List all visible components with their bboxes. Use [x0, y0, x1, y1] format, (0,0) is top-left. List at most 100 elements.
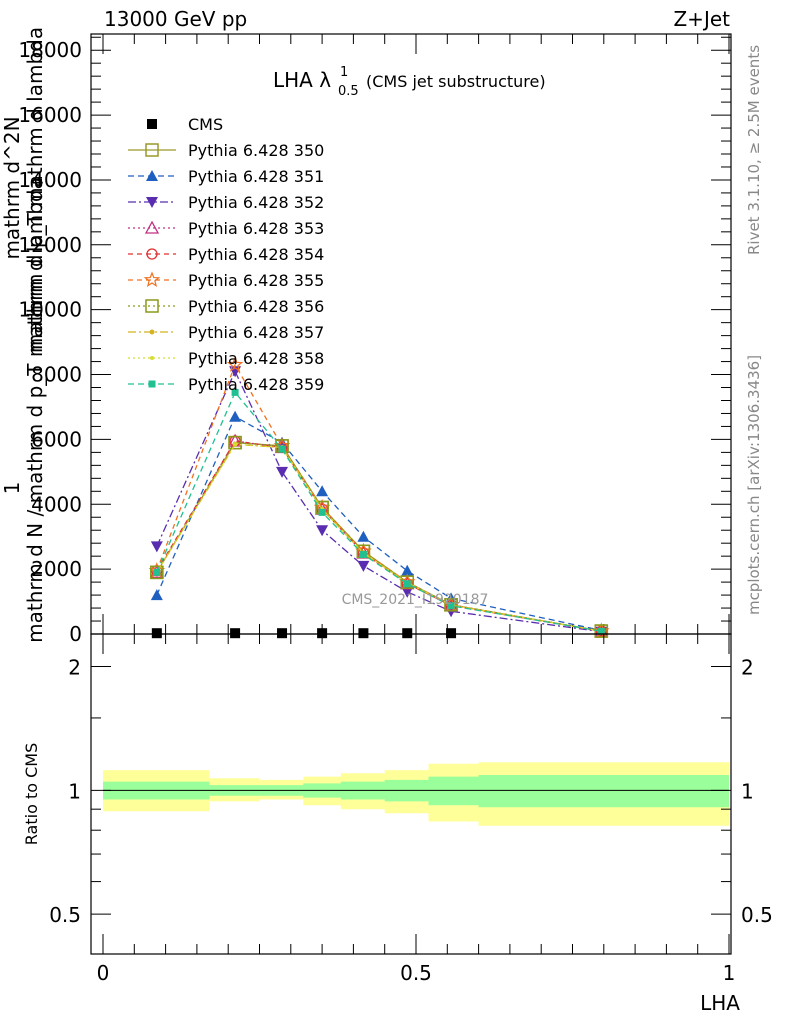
legend-marker-swatch [144, 220, 160, 234]
series-2-point [401, 564, 414, 576]
series-0-point [277, 628, 288, 639]
legend-label: Pythia 6.428 358 [188, 349, 324, 368]
series-2-point [150, 589, 163, 601]
main-y-tick-label: 2000 [31, 557, 82, 581]
header-process-label: Z+Jet [673, 7, 730, 31]
series-9-line [156, 443, 602, 632]
ratio-y-tick-label-right: 0.5 [741, 903, 773, 927]
series-10-point [153, 568, 161, 576]
series-10-point [318, 508, 326, 516]
main-axis-ticks: 0 2000 4000 6000 8000 10000 12000 14000 16000 180… [18, 34, 731, 646]
main-y-tick-label: 0 [69, 622, 82, 646]
series-2-line [156, 415, 602, 632]
series-6-point [226, 356, 244, 372]
legend-label: Pythia 6.428 351 [188, 167, 324, 186]
chart-title-superscript: 1 [340, 65, 348, 80]
x-tick-label: 1 [723, 961, 736, 985]
legend-marker-swatch [147, 119, 157, 129]
legend-marker-swatch [145, 299, 159, 313]
chart-title-subscript: 0.5 [338, 84, 359, 99]
x-tick-label: 0 [97, 961, 110, 985]
legend-item: Pythia 6.428 358 [128, 349, 324, 368]
legend-item: Pythia 6.428 355 [128, 271, 324, 290]
legend-label: CMS [188, 115, 223, 134]
main-y-tick-label: 18000 [18, 38, 82, 62]
legend-marker-swatch [148, 380, 156, 388]
chart-title: LHA λ 1 0.5 (CMS jet substructure) [273, 65, 546, 99]
legend-label: Pythia 6.428 359 [188, 375, 324, 394]
legend: CMS Pythia 6.428 350 Pythia 6.428 351 Pythi… [128, 115, 324, 394]
legend-marker-swatch [150, 356, 154, 360]
series-10-point [597, 627, 605, 635]
legend-item: Pythia 6.428 350 [128, 141, 324, 160]
legend-marker-swatch [149, 329, 155, 335]
ratio-uncertainty-bands [103, 762, 729, 826]
ratio-y-tick-label: 0.5 [49, 903, 81, 927]
legend-marker-swatch [145, 143, 159, 157]
analysis-watermark: CMS_2021_I1920187 [342, 592, 489, 608]
ratio-y-tick-label-right: 2 [741, 656, 754, 680]
legend-item: Pythia 6.428 351 [128, 167, 324, 186]
main-plot-frame [90, 33, 732, 635]
series-10-line [156, 391, 602, 632]
series-7-point [444, 598, 458, 612]
ratio-y-tick-label: 2 [68, 656, 81, 680]
side-rivet-label: Rivet 3.1.10, ≥ 2.5M events [745, 45, 763, 255]
series-10-point [231, 388, 239, 396]
series-0-point [446, 628, 457, 639]
series-3-point [357, 560, 370, 572]
series-10-point [403, 580, 411, 588]
legend-label: Pythia 6.428 357 [188, 323, 324, 342]
ratio-inner-band [103, 775, 729, 808]
ratio-y-axis-label: Ratio to CMS [22, 743, 41, 845]
main-y-tick-label: 10000 [18, 298, 82, 322]
series-0-point [402, 628, 413, 639]
series-0-point [317, 628, 328, 639]
series-3-point [276, 466, 289, 478]
legend-label: Pythia 6.428 354 [188, 245, 324, 264]
series-2-point [357, 530, 370, 542]
y-label-prefactor: 1 [0, 482, 24, 495]
legend-marker-swatch [146, 197, 158, 208]
series-3-line [156, 369, 602, 633]
series-0-point [230, 628, 241, 639]
legend-item: Pythia 6.428 359 [128, 375, 324, 394]
chart-title-suffix: (CMS jet substructure) [366, 72, 546, 91]
main-y-tick-label: 4000 [31, 492, 82, 516]
series-0-point [358, 628, 369, 639]
y-label-subdenominator: mathrm d p_T mathrm d lambda [23, 27, 47, 353]
legend-item: CMS [147, 115, 223, 134]
series-2-point [316, 485, 329, 497]
ratio-axis-ticks: 0.5 0.5 1 1 2 2 0 0.5 1 [49, 634, 773, 985]
series-4-line [156, 440, 602, 632]
header-collision-label: 13000 GeV pp [104, 7, 247, 31]
legend-label: Pythia 6.428 356 [188, 297, 324, 316]
ratio-plot-frame [90, 633, 732, 955]
series-10-point [278, 445, 286, 453]
main-y-tick-label: 14000 [18, 168, 82, 192]
main-y-tick-label: 12000 [18, 233, 82, 257]
series-7-point [594, 624, 609, 638]
x-axis-label: LHA [700, 991, 740, 1015]
ratio-y-tick-label-right: 1 [741, 779, 754, 803]
main-y-tick-label: 6000 [31, 427, 82, 451]
legend-item: Pythia 6.428 356 [128, 297, 324, 316]
ratio-plot-panel: 0.5 0.5 1 1 2 2 0 0.5 1 [49, 633, 773, 985]
series-7-point [228, 435, 242, 450]
legend-label: Pythia 6.428 352 [188, 193, 324, 212]
legend-item: Pythia 6.428 357 [128, 323, 324, 342]
main-y-tick-label: 16000 [18, 103, 82, 127]
legend-item: Pythia 6.428 354 [128, 245, 324, 264]
ratio-y-tick-label: 1 [68, 779, 81, 803]
main-y-tick-label: 8000 [31, 363, 82, 387]
legend-item: Pythia 6.428 353 [128, 219, 324, 238]
series-3-point [316, 525, 329, 537]
legend-label: Pythia 6.428 355 [188, 271, 324, 290]
x-tick-label: 0.5 [400, 961, 432, 985]
series-3-point [150, 541, 163, 553]
series-0-point [151, 628, 162, 639]
series-10-point [447, 602, 455, 610]
main-y-axis-label: 1 mathrm d N / mathrm d p_T mathrm d lam… [0, 27, 47, 643]
side-mcplots-label: mcplots.cern.ch [arXiv:1306.3436] [745, 355, 763, 615]
main-series-group [148, 356, 610, 639]
